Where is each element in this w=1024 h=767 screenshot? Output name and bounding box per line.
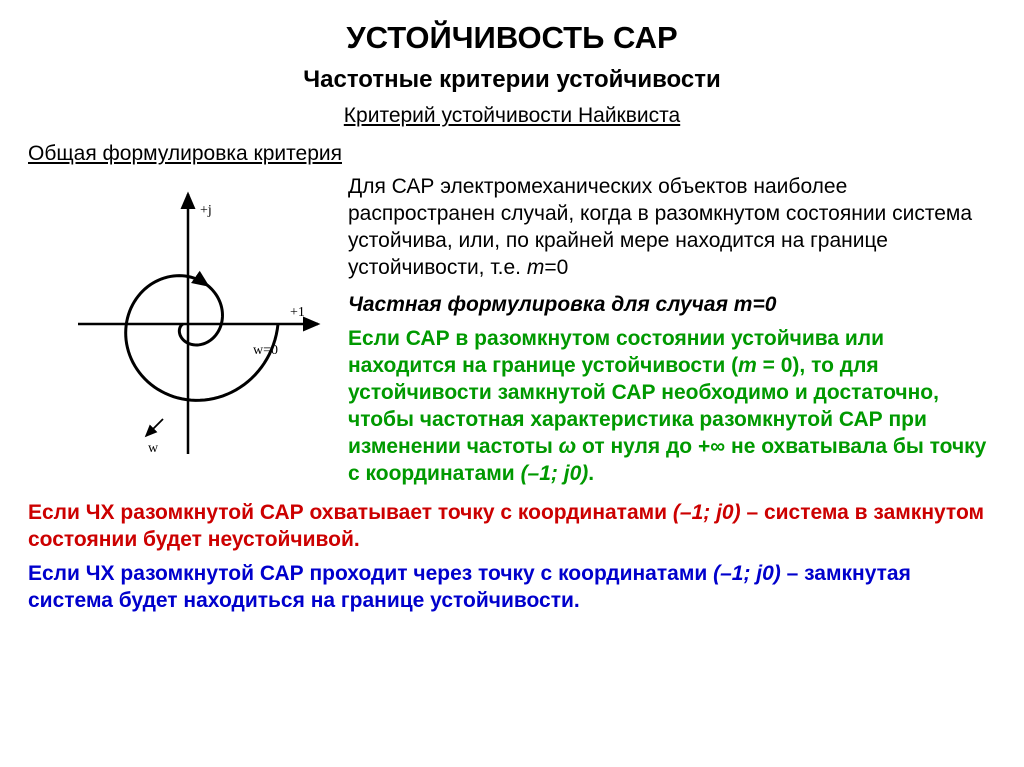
- intro-text-c: =0: [544, 256, 568, 279]
- intro-text-m: m: [527, 256, 545, 279]
- green-omega: ω: [559, 435, 577, 458]
- red-a: Если ЧХ разомкнутой САР охватывает точку…: [28, 501, 673, 524]
- criterion-title: Критерий устойчивости Найквиста: [28, 104, 996, 128]
- content-row: +j +1 w=0 w Для САР электромеханических объ…: [28, 174, 996, 496]
- svg-text:w=0: w=0: [253, 343, 278, 358]
- red-coord: (–1; j0): [673, 501, 741, 524]
- case-title: Частная формулировка для случая m=0: [348, 292, 996, 319]
- nyquist-diagram: +j +1 w=0 w: [28, 174, 328, 474]
- green-criterion: Если САР в разомкнутом состоянии устойчи…: [348, 326, 996, 487]
- case-title-b: m=0: [734, 293, 777, 316]
- red-statement: Если ЧХ разомкнутой САР охватывает точку…: [28, 500, 996, 554]
- green-g: .: [588, 462, 594, 485]
- blue-statement: Если ЧХ разомкнутой САР проходит через т…: [28, 561, 996, 615]
- green-coord: (–1; j0): [521, 462, 589, 485]
- svg-text:+j: +j: [200, 203, 212, 218]
- diagram-column: +j +1 w=0 w: [28, 174, 328, 496]
- page-title: УСТОЙЧИВОСТЬ САР: [28, 20, 996, 56]
- page-subtitle: Частотные критерии устойчивости: [28, 66, 996, 94]
- blue-a: Если ЧХ разомкнутой САР проходит через т…: [28, 562, 713, 585]
- case-title-a: Частная формулировка для случая: [348, 293, 734, 316]
- svg-text:w: w: [148, 441, 159, 456]
- intro-text-a: Для САР электромеханических объектов наи…: [348, 175, 972, 279]
- svg-text:+1: +1: [290, 305, 305, 320]
- text-column: Для САР электромеханических объектов наи…: [348, 174, 996, 496]
- section-label: Общая формулировка критерия: [28, 142, 996, 166]
- green-m: m: [738, 354, 757, 377]
- intro-paragraph: Для САР электромеханических объектов наи…: [348, 174, 996, 282]
- blue-coord: (–1; j0): [713, 562, 781, 585]
